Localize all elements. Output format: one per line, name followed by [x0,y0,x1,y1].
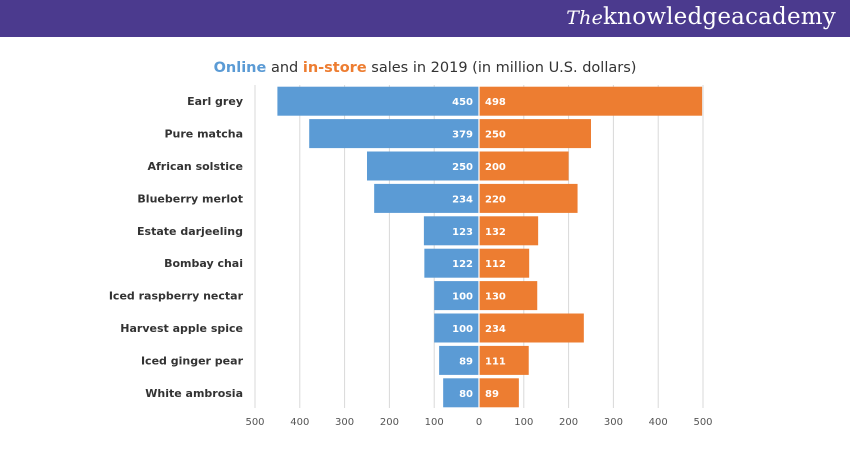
title-joiner: and [266,60,303,76]
x-tick-label: 200 [559,417,578,428]
category-label: Blueberry merlot [137,192,243,205]
title-rest: sales in 2019 (in million U.S. dollars) [366,60,637,76]
value-label-online: 100 [452,324,473,335]
x-tick-label: 400 [290,417,309,428]
category-label: Iced raspberry nectar [109,290,244,303]
header-bar: Theknowledgeacademy [0,0,850,37]
brand-logo[interactable]: Theknowledgeacademy [566,4,836,30]
x-tick-label: 200 [380,417,399,428]
category-label: Bombay chai [164,257,243,270]
value-label-online: 123 [452,227,473,238]
bar-online [423,216,479,246]
value-label-instore: 200 [485,162,506,173]
x-tick-label: 100 [425,417,444,428]
bar-online [434,281,479,311]
bar-instore [479,248,530,278]
x-tick-label: 100 [514,417,533,428]
bar-instore [479,86,703,116]
category-label: African solstice [147,160,243,173]
value-label-online: 100 [452,292,473,303]
value-label-online: 250 [452,162,473,173]
value-label-instore: 498 [485,97,506,108]
category-label: White ambrosia [145,387,243,400]
value-label-online: 234 [452,194,473,205]
value-label-online: 122 [452,259,473,270]
bar-online [424,248,479,278]
category-label: Estate darjeeling [137,225,243,238]
bar-instore [479,119,591,149]
value-label-instore: 89 [485,389,499,400]
title-series-online: Online [213,60,267,76]
bar-online [374,183,479,213]
bar-online [439,345,479,375]
bar-online [443,378,479,408]
x-tick-label: 500 [245,417,264,428]
value-label-instore: 234 [485,324,506,335]
category-label: Harvest apple spice [120,322,243,335]
bar-instore [479,183,578,213]
bar-online [367,151,479,181]
value-label-instore: 250 [485,130,506,141]
chart-title: Online and in-store sales in 2019 (in mi… [0,60,850,76]
bar-online [434,313,479,343]
x-tick-label: 300 [335,417,354,428]
category-label: Earl grey [187,95,243,108]
bar-instore [479,216,539,246]
category-label: Pure matcha [164,128,243,141]
value-label-online: 450 [452,97,473,108]
x-tick-label: 300 [604,417,623,428]
bar-instore [479,378,519,408]
bar-instore [479,345,529,375]
brand-name: knowledgeacademy [603,4,836,30]
value-label-instore: 132 [485,227,506,238]
brand-prefix: The [566,7,604,29]
bar-instore [479,281,538,311]
value-label-instore: 112 [485,259,506,270]
value-label-online: 379 [452,130,473,141]
bar-online [309,119,479,149]
value-label-instore: 220 [485,194,506,205]
bar-instore [479,151,569,181]
x-tick-label: 500 [693,417,712,428]
category-label: Iced ginger pear [141,354,244,367]
title-series-instore: in-store [302,60,367,76]
bar-online [277,86,479,116]
value-label-online: 80 [459,389,473,400]
x-tick-label: 400 [649,417,668,428]
value-label-online: 89 [459,356,473,367]
value-label-instore: 130 [485,292,506,303]
bar-instore [479,313,584,343]
value-label-instore: 111 [485,356,506,367]
x-tick-label: 0 [476,417,482,428]
